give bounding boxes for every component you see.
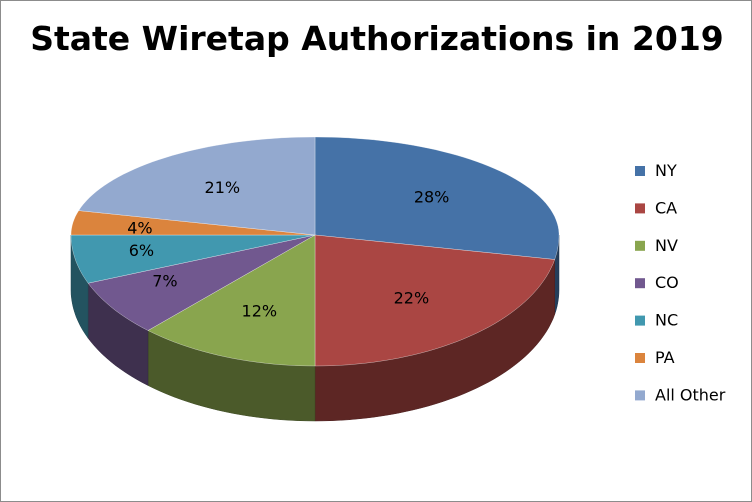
chart-title: State Wiretap Authorizations in 2019 <box>30 19 724 58</box>
legend-label-nc: NC <box>655 311 678 330</box>
data-label-pa: 4% <box>127 218 152 237</box>
data-label-all-other: 21% <box>205 178 241 197</box>
data-label-co: 7% <box>152 272 177 291</box>
legend-label-ny: NY <box>655 161 677 180</box>
data-label-ca: 22% <box>394 289 430 308</box>
legend-label-ca: CA <box>655 198 677 217</box>
legend-label-nv: NV <box>655 236 678 255</box>
pie-slice-pa <box>70 210 316 236</box>
legend-swatch-ny <box>635 166 645 176</box>
pie-slice-ny <box>314 136 560 260</box>
legend-swatch-co <box>635 278 645 289</box>
pie-slice-nv <box>147 234 316 367</box>
data-label-nv: 12% <box>242 302 278 321</box>
legend-label-all-other: All Other <box>655 385 726 404</box>
pie-slice-all-other <box>78 136 316 236</box>
legend-label-co: CO <box>655 273 679 292</box>
data-label-nc: 6% <box>129 241 154 260</box>
legend-swatch-nc <box>635 315 645 326</box>
pie-slice-nc <box>70 234 316 284</box>
legend-swatch-ca <box>635 203 645 214</box>
pie-slice-co <box>87 234 316 331</box>
data-label-ny: 28% <box>414 187 450 206</box>
legend-swatch-pa <box>635 353 645 363</box>
legend-swatch-nv <box>635 240 645 251</box>
pie-slice-ca <box>314 234 555 367</box>
legend-swatch-all-other <box>635 390 645 401</box>
legend-label-pa: PA <box>655 348 675 367</box>
